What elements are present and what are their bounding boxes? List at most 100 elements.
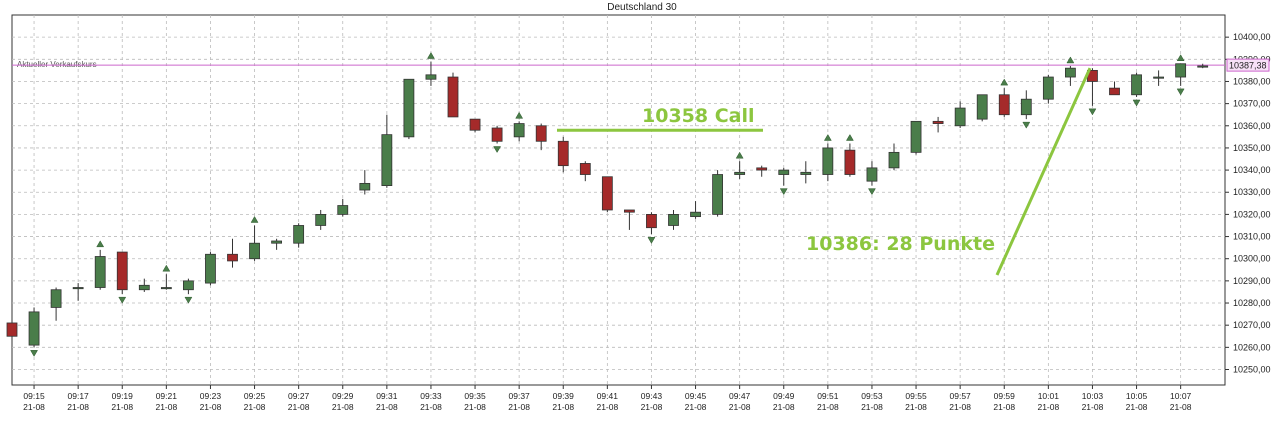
x-tick-time: 09:19 (112, 391, 134, 401)
x-tick-time: 10:01 (1038, 391, 1060, 401)
candle-down (469, 118, 481, 131)
x-tick-time: 09:27 (288, 391, 310, 401)
x-tick-time: 09:37 (509, 391, 531, 401)
candle-up (50, 289, 62, 308)
low-marker (30, 350, 38, 357)
candle-up (425, 74, 437, 80)
x-tick-date: 21-08 (641, 402, 663, 412)
low-marker (1088, 108, 1097, 116)
candle-up (778, 169, 790, 175)
candle-up (954, 107, 966, 127)
candle-down (557, 140, 569, 167)
y-tick-label: 10260,00 (1233, 342, 1271, 352)
candle-up (866, 167, 878, 182)
high-marker (427, 52, 435, 59)
candle-up (249, 242, 260, 260)
candle-up (403, 78, 415, 138)
x-tick-time: 09:45 (685, 391, 707, 401)
x-tick-date: 21-08 (464, 402, 486, 412)
x-tick-time: 10:07 (1170, 391, 1192, 401)
x-tick-date: 21-08 (376, 402, 398, 412)
x-tick-time: 09:55 (905, 391, 927, 401)
candle-up (800, 171, 812, 175)
candle-up (293, 225, 305, 244)
high-marker (96, 240, 105, 248)
candle-up (315, 214, 327, 226)
x-tick-date: 21-08 (552, 402, 574, 412)
x-tick-time: 09:47 (729, 391, 751, 401)
candle-down (932, 120, 944, 124)
candle-down (535, 125, 547, 142)
y-tick-label: 10330,00 (1233, 187, 1271, 197)
current-price-badge-box (1226, 58, 1270, 72)
x-tick-date: 21-08 (155, 402, 177, 412)
x-tick-date: 21-08 (1082, 402, 1104, 412)
x-tick-date: 21-08 (1037, 402, 1059, 412)
high-marker (1000, 78, 1009, 86)
x-tick-date: 21-08 (288, 402, 310, 412)
reference-line-label: Aktueller Verkaufskurs (17, 60, 97, 69)
x-tick-date: 21-08 (596, 402, 618, 412)
y-tick-label: 10340,00 (1233, 165, 1271, 175)
x-tick-time: 09:29 (332, 391, 354, 401)
candle-down (447, 76, 459, 118)
x-tick-time: 09:25 (244, 391, 266, 401)
candle-up (1153, 76, 1164, 79)
candle-up (712, 174, 723, 215)
x-tick-date: 21-08 (244, 402, 266, 412)
candle-up (160, 287, 172, 290)
candle-up (72, 287, 84, 290)
points-trend-line (995, 67, 1092, 276)
x-tick-date: 21-08 (1126, 402, 1148, 412)
y-tick-label: 10250,00 (1233, 364, 1271, 374)
reference-line-group: Aktueller Verkaufskurs (12, 60, 1225, 69)
x-axis: 09:1521-0809:1721-0809:1921-0809:2121-08… (23, 385, 1192, 412)
candle-up (359, 182, 371, 191)
high-marker (162, 264, 171, 272)
candle-up (1175, 63, 1187, 78)
high-marker (1176, 54, 1185, 61)
x-tick-time: 09:43 (641, 391, 663, 401)
x-tick-date: 21-08 (1170, 402, 1192, 412)
y-tick-label: 10360,00 (1233, 121, 1271, 131)
current-price-badge-value: 10387,38 (1229, 61, 1267, 71)
candle-up (271, 240, 283, 244)
y-tick-label: 10320,00 (1233, 209, 1271, 219)
x-tick-time: 09:21 (156, 391, 178, 401)
candle-up (182, 280, 194, 291)
x-tick-date: 21-08 (773, 402, 795, 412)
x-tick-time: 09:35 (464, 391, 486, 401)
x-tick-date: 21-08 (817, 402, 839, 412)
y-axis: 10400,0010390,0010380,0010370,0010360,00… (1225, 32, 1271, 374)
high-marker (1066, 56, 1075, 64)
candle-up (94, 256, 106, 288)
x-tick-date: 21-08 (508, 402, 530, 412)
x-tick-time: 09:59 (994, 391, 1016, 401)
y-tick-label: 10370,00 (1233, 99, 1271, 109)
low-marker (118, 296, 127, 304)
low-marker (1176, 88, 1185, 96)
low-marker (779, 188, 788, 196)
candle-down (844, 149, 856, 175)
x-tick-time: 09:23 (200, 391, 222, 401)
x-tick-time: 09:33 (420, 391, 442, 401)
candle-down (624, 209, 635, 213)
candle-down (227, 253, 238, 262)
x-tick-date: 21-08 (200, 402, 222, 412)
y-tick-label: 10350,00 (1233, 143, 1271, 153)
candle-up (1065, 67, 1076, 78)
markers (30, 52, 1185, 357)
x-tick-date: 21-08 (729, 402, 751, 412)
x-tick-time: 09:53 (861, 391, 883, 401)
candle-up (1042, 76, 1054, 100)
annotations: 10358 Call 10386: 28 Punkte (557, 67, 1092, 276)
candle-up (337, 205, 349, 215)
high-marker (250, 215, 259, 223)
candle-up (668, 214, 679, 226)
y-tick-label: 10380,00 (1233, 76, 1271, 86)
candle-down (1109, 87, 1120, 96)
x-tick-time: 09:51 (817, 391, 839, 401)
candle-up (381, 134, 393, 186)
candle-down (998, 94, 1010, 116)
candle-up (888, 151, 900, 169)
